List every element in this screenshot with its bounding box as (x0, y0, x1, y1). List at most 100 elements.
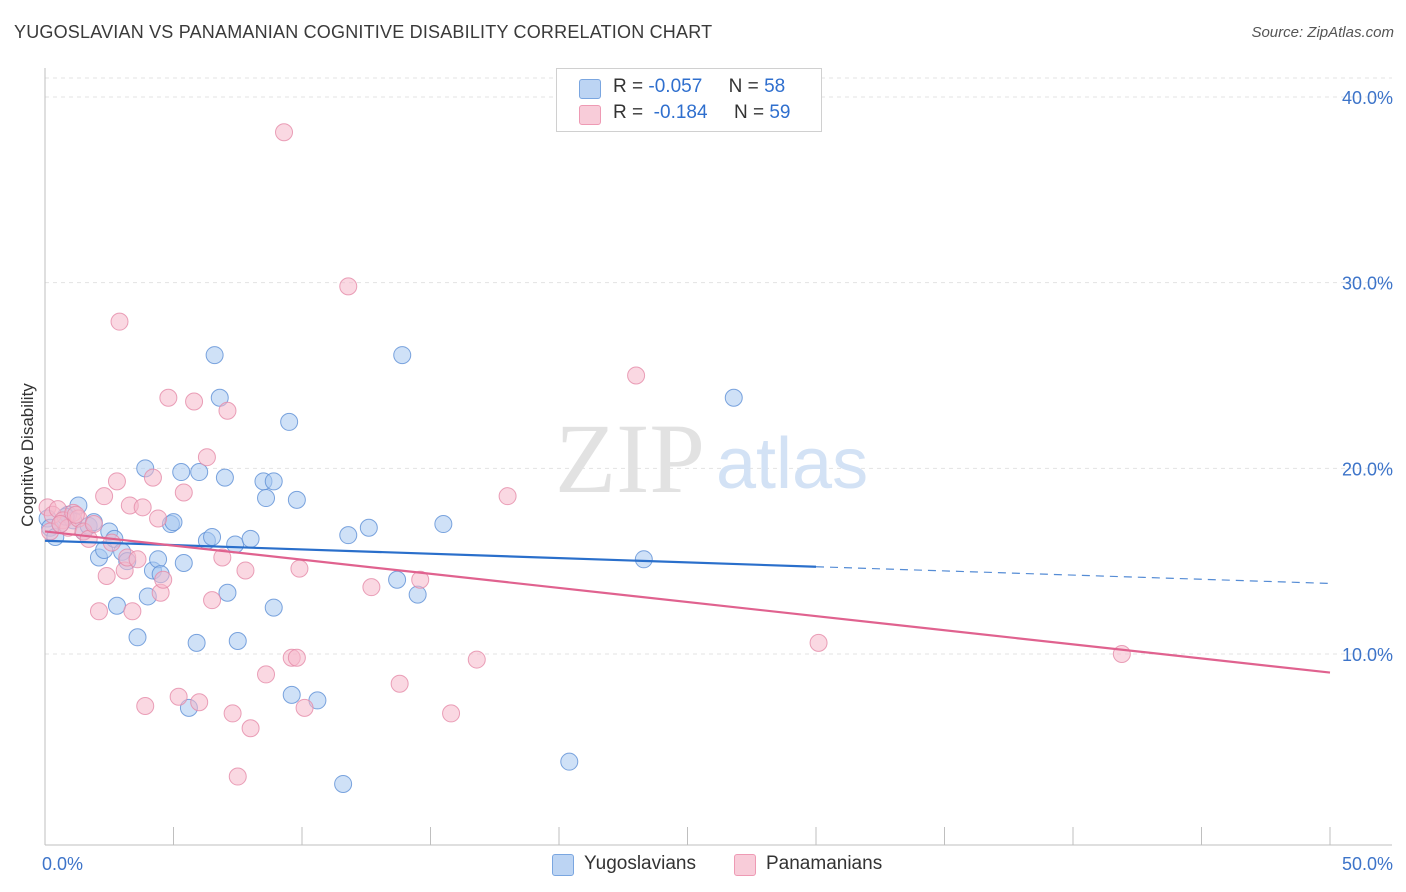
trend-line-extension (815, 566, 1331, 585)
point-yugoslavian (128, 628, 147, 647)
x-tick-label: 50.0% (1342, 854, 1393, 874)
y-tick-label: 40.0% (1342, 88, 1393, 108)
watermark-atlas: atlas (716, 424, 868, 504)
point-panamanian (133, 498, 152, 517)
point-panamanian (498, 487, 517, 506)
point-panamanian (128, 550, 147, 569)
point-yugoslavian (264, 472, 283, 491)
point-panamanian (174, 483, 193, 502)
point-panamanian (89, 602, 108, 621)
point-yugoslavian (339, 526, 358, 545)
point-yugoslavian (241, 529, 260, 548)
bottom-legend-swatch-panamanians (734, 854, 756, 876)
point-yugoslavian (264, 598, 283, 617)
point-yugoslavian (359, 518, 378, 537)
point-panamanian (295, 698, 314, 717)
point-panamanian (809, 633, 828, 652)
point-yugoslavian (228, 632, 247, 651)
point-yugoslavian (203, 528, 222, 547)
point-yugoslavian (634, 550, 653, 569)
point-yugoslavian (257, 489, 276, 508)
point-panamanian (97, 567, 116, 586)
legend-r-label: R = (613, 76, 644, 97)
point-panamanian (257, 665, 276, 684)
point-panamanian (136, 696, 155, 715)
point-yugoslavian (280, 412, 299, 431)
point-panamanian (197, 448, 216, 467)
y-axis-label: Cognitive Disability (18, 383, 37, 527)
point-yugoslavian (724, 388, 743, 407)
legend-swatch-panamanians (579, 105, 601, 125)
point-panamanian (228, 767, 247, 786)
point-panamanian (275, 123, 294, 142)
point-panamanian (236, 561, 255, 580)
point-panamanian (159, 388, 178, 407)
point-panamanian (339, 277, 358, 296)
watermark-zip: ZIP (555, 403, 705, 514)
point-yugoslavian (218, 583, 237, 602)
point-panamanian (95, 487, 114, 506)
point-yugoslavian (174, 554, 193, 573)
chart-title: YUGOSLAVIAN VS PANAMANIAN COGNITIVE DISA… (14, 22, 713, 42)
y-tick-label: 20.0% (1342, 459, 1393, 479)
point-panamanian (467, 650, 486, 669)
legend-n-value: 58 (764, 76, 786, 97)
legend-n-label: N = (728, 76, 759, 97)
trend-line-panamanians (44, 530, 1331, 674)
bottom-legend-swatch-yugoslavians (552, 854, 574, 876)
legend-r-value: -0.057 (648, 76, 703, 97)
point-panamanian (390, 674, 409, 693)
point-yugoslavian (408, 585, 427, 604)
bottom-legend-label: Panamanians (766, 853, 883, 874)
point-yugoslavian (107, 596, 126, 615)
point-yugoslavian (215, 468, 234, 487)
legend-n-label: N = (733, 102, 765, 123)
point-panamanian (154, 570, 173, 589)
point-panamanian (287, 648, 306, 667)
point-panamanian (185, 392, 204, 411)
point-yugoslavian (560, 752, 579, 771)
point-yugoslavian (226, 535, 245, 554)
correlation-legend: R = -0.057 N = 58 R = -0.184 N = 59 (556, 68, 822, 132)
point-panamanian (169, 687, 188, 706)
point-panamanian (213, 548, 232, 567)
point-yugoslavian (334, 774, 353, 793)
point-yugoslavian (190, 463, 209, 482)
point-panamanian (627, 366, 646, 385)
y-tick-label: 10.0% (1342, 645, 1393, 665)
point-panamanian (442, 704, 461, 723)
legend-n-value: 59 (769, 102, 791, 123)
point-yugoslavian (393, 346, 412, 365)
point-panamanian (190, 693, 209, 712)
point-yugoslavian (187, 633, 206, 652)
point-panamanian (223, 704, 242, 723)
point-panamanian (123, 602, 142, 621)
point-panamanian (110, 312, 129, 331)
point-panamanian (411, 570, 430, 589)
point-panamanian (143, 468, 162, 487)
point-panamanian (84, 515, 103, 534)
point-yugoslavian (149, 550, 168, 569)
point-panamanian (290, 559, 309, 578)
y-tick-label: 30.0% (1342, 274, 1393, 294)
point-yugoslavian (434, 515, 453, 534)
legend-swatch-yugoslavians (579, 79, 601, 99)
point-panamanian (362, 578, 381, 597)
point-yugoslavian (172, 463, 191, 482)
bottom-legend-label: Yugoslavians (584, 853, 696, 874)
point-panamanian (149, 509, 168, 528)
point-yugoslavian (388, 570, 407, 589)
point-panamanian (66, 505, 85, 524)
legend-r-value: -0.184 (653, 102, 708, 123)
x-tick-label: 0.0% (42, 854, 83, 874)
point-yugoslavian (164, 513, 183, 532)
point-panamanian (107, 472, 126, 491)
point-yugoslavian (287, 490, 306, 509)
point-yugoslavian (205, 346, 224, 365)
legend-r-label: R = (613, 102, 644, 123)
source-label: Source: ZipAtlas.com (1251, 24, 1394, 41)
point-panamanian (203, 591, 222, 610)
point-yugoslavian (282, 685, 301, 704)
point-panamanian (241, 719, 260, 738)
